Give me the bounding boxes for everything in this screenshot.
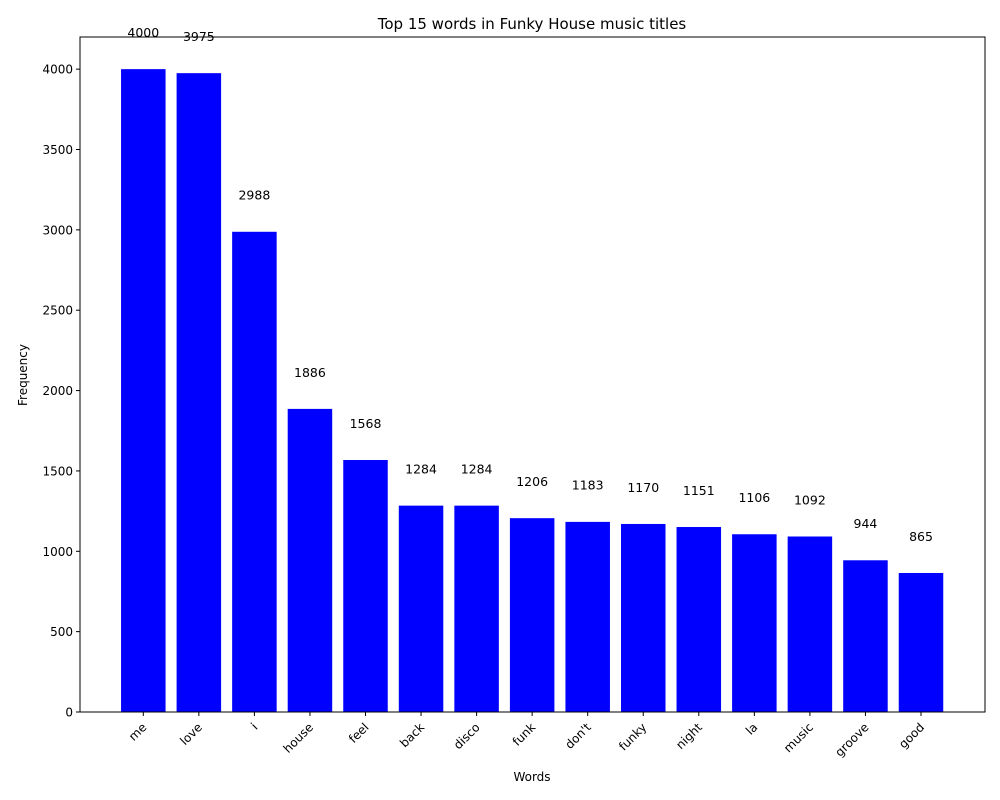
bar-funk xyxy=(509,518,555,712)
x-tick-label: funk xyxy=(510,720,539,749)
x-tick-label: love xyxy=(177,720,205,748)
bar-funky xyxy=(621,523,666,712)
bar-groove xyxy=(843,560,888,712)
data-label: 944 xyxy=(854,516,878,531)
bar-good xyxy=(898,572,944,712)
data-label: 1106 xyxy=(738,490,770,505)
y-tick-label: 1500 xyxy=(42,464,73,478)
data-label: 1284 xyxy=(461,462,493,477)
data-label: 1170 xyxy=(627,480,659,495)
y-tick-label: 500 xyxy=(50,625,73,639)
bar-back xyxy=(398,505,444,712)
x-tick-label: don't xyxy=(562,720,594,752)
bar-love xyxy=(176,73,222,713)
data-label: 865 xyxy=(909,529,933,544)
data-label: 1568 xyxy=(350,416,382,431)
bar-night xyxy=(676,527,722,712)
y-tick-label: 3500 xyxy=(42,143,73,157)
bar-house xyxy=(287,408,333,712)
bar-feel xyxy=(343,460,388,712)
data-label: 1886 xyxy=(294,365,326,380)
plot-frame xyxy=(79,36,986,713)
x-tick-label: la xyxy=(743,720,760,737)
x-tick-label: funky xyxy=(616,720,649,753)
x-tick-label: back xyxy=(397,720,427,750)
bar-me xyxy=(121,69,166,712)
x-tick-label: feel xyxy=(346,720,372,746)
data-label: 2988 xyxy=(238,188,270,203)
data-label: 1183 xyxy=(572,478,604,493)
x-tick-label: good xyxy=(896,720,927,751)
x-tick-label: disco xyxy=(451,720,483,752)
x-tick-label: house xyxy=(281,720,316,755)
x-tick-label: groove xyxy=(832,720,871,759)
x-tick-label: i xyxy=(248,720,260,732)
y-tick-label: 2500 xyxy=(42,304,73,318)
bar-disco xyxy=(454,505,499,712)
x-tick-label: night xyxy=(673,720,705,752)
chart-title: Top 15 words in Funky House music titles xyxy=(377,15,687,33)
data-label: 1092 xyxy=(794,492,826,507)
bars-layer xyxy=(121,69,944,713)
data-label: 1284 xyxy=(405,462,437,477)
bar-dont xyxy=(565,521,610,712)
x-tick-label: me xyxy=(126,720,149,743)
bar-la xyxy=(732,534,777,712)
x-axis-title: Words xyxy=(513,770,550,784)
data-label: 4000 xyxy=(127,25,159,40)
y-tick-label: 0 xyxy=(65,706,73,720)
bar-music xyxy=(787,536,833,712)
bar-i xyxy=(232,231,277,713)
y-axis-title: Frequency xyxy=(16,344,30,406)
x-tick-label: music xyxy=(781,720,816,755)
data-label: 1206 xyxy=(516,474,548,489)
data-label: 1151 xyxy=(683,483,715,498)
y-tick-label: 3000 xyxy=(42,223,73,237)
y-tick-label: 2000 xyxy=(42,384,73,398)
y-tick-label: 4000 xyxy=(42,63,73,77)
y-tick-label: 1000 xyxy=(42,545,73,559)
